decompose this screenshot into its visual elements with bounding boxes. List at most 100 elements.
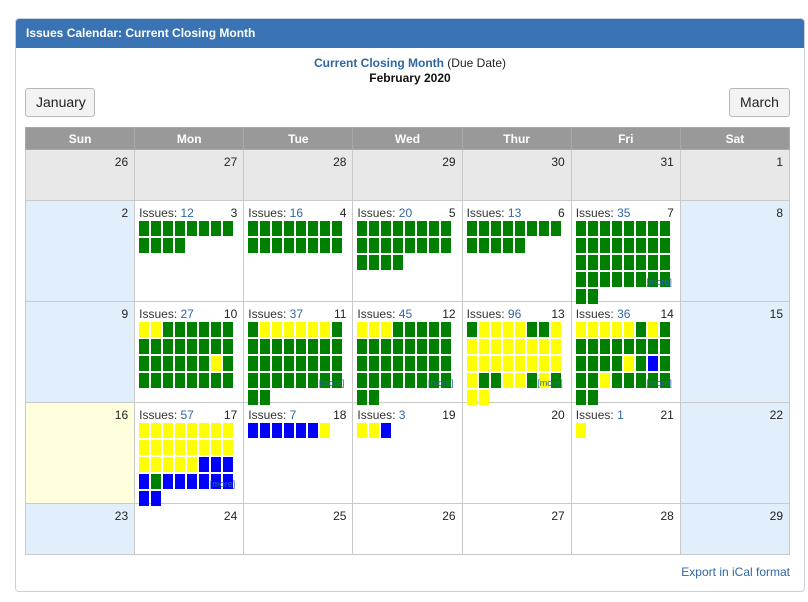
issue-block[interactable] [357, 339, 368, 354]
issue-block[interactable] [526, 356, 537, 371]
issue-block[interactable] [296, 339, 307, 354]
calendar-day-cell[interactable]: 8 [679, 200, 791, 302]
issues-count-link[interactable]: 37 [289, 307, 303, 321]
issue-block[interactable] [139, 339, 150, 354]
calendar-day-cell[interactable]: 1 [679, 149, 791, 201]
issue-block[interactable] [587, 255, 598, 270]
next-month-button[interactable]: March [729, 88, 790, 117]
issue-block[interactable] [538, 221, 549, 236]
issue-block[interactable] [381, 423, 392, 438]
issue-block[interactable] [223, 221, 234, 236]
issue-block[interactable] [623, 255, 634, 270]
issue-block[interactable] [163, 322, 174, 337]
calendar-day-cell[interactable]: 30 [461, 149, 572, 201]
issue-block[interactable] [647, 238, 658, 253]
issue-block[interactable] [659, 255, 670, 270]
issues-count-link[interactable]: 7 [289, 408, 297, 422]
issue-block[interactable] [357, 390, 368, 405]
calendar-day-cell[interactable]: 22 [679, 402, 791, 504]
issue-block[interactable] [163, 474, 174, 489]
issue-block[interactable] [611, 221, 622, 236]
issue-block[interactable] [405, 356, 416, 371]
issue-block[interactable] [357, 221, 368, 236]
calendar-day-cell[interactable]: 9 [24, 301, 136, 403]
issue-block[interactable] [429, 339, 440, 354]
calendar-day-cell[interactable]: 27 [134, 149, 245, 201]
issue-block[interactable] [587, 221, 598, 236]
issue-block[interactable] [187, 474, 198, 489]
issue-block[interactable] [611, 238, 622, 253]
issue-block[interactable] [514, 356, 525, 371]
issue-block[interactable] [647, 322, 658, 337]
issue-block[interactable] [320, 356, 331, 371]
issue-block[interactable] [635, 339, 646, 354]
issue-block[interactable] [284, 322, 295, 337]
issue-block[interactable] [320, 238, 331, 253]
issue-block[interactable] [284, 356, 295, 371]
issue-block[interactable] [538, 339, 549, 354]
issue-block[interactable] [429, 238, 440, 253]
issue-block[interactable] [490, 322, 501, 337]
issue-block[interactable] [369, 356, 380, 371]
issue-block[interactable] [659, 339, 670, 354]
issue-block[interactable] [187, 457, 198, 472]
issue-block[interactable] [405, 339, 416, 354]
issue-block[interactable] [502, 322, 513, 337]
issue-block[interactable] [163, 238, 174, 253]
issue-block[interactable] [587, 339, 598, 354]
issue-block[interactable] [599, 322, 610, 337]
issue-block[interactable] [599, 356, 610, 371]
issue-block[interactable] [248, 339, 259, 354]
issue-block[interactable] [284, 238, 295, 253]
issue-block[interactable] [611, 356, 622, 371]
issues-count-link[interactable]: 35 [617, 206, 631, 220]
issue-block[interactable] [139, 423, 150, 438]
issue-block[interactable] [332, 221, 343, 236]
issue-block[interactable] [502, 238, 513, 253]
issue-block[interactable] [151, 221, 162, 236]
issue-block[interactable] [599, 238, 610, 253]
issue-block[interactable] [296, 221, 307, 236]
issue-block[interactable] [211, 356, 222, 371]
issue-block[interactable] [369, 238, 380, 253]
issue-block[interactable] [248, 221, 259, 236]
calendar-day-cell[interactable]: 26 [352, 503, 463, 555]
issue-block[interactable] [526, 339, 537, 354]
issue-block[interactable] [139, 491, 150, 506]
calendar-day-cell[interactable]: 4 Issues: 16 [243, 200, 354, 302]
issue-block[interactable] [151, 356, 162, 371]
previous-month-button[interactable]: January [25, 88, 95, 117]
issue-block[interactable] [199, 423, 210, 438]
issue-block[interactable] [357, 356, 368, 371]
issue-block[interactable] [332, 356, 343, 371]
issue-block[interactable] [599, 221, 610, 236]
calendar-day-cell[interactable]: 12 Issues: 45 [more] [352, 301, 463, 405]
issue-block[interactable] [223, 373, 234, 388]
issue-block[interactable] [587, 289, 598, 304]
issue-block[interactable] [211, 423, 222, 438]
issue-block[interactable] [211, 474, 222, 489]
more-link[interactable]: [more] [428, 378, 454, 388]
issue-block[interactable] [587, 390, 598, 405]
issue-block[interactable] [272, 373, 283, 388]
issue-block[interactable] [587, 373, 598, 388]
issue-block[interactable] [151, 339, 162, 354]
issue-block[interactable] [223, 423, 234, 438]
issue-block[interactable] [369, 390, 380, 405]
issue-block[interactable] [429, 356, 440, 371]
calendar-day-cell[interactable]: 25 [243, 503, 354, 555]
issue-block[interactable] [272, 423, 283, 438]
issue-block[interactable] [296, 238, 307, 253]
calendar-day-cell[interactable]: 7 Issues: 35 [more] [570, 200, 681, 304]
issues-count-link[interactable]: 27 [180, 307, 194, 321]
issue-block[interactable] [284, 423, 295, 438]
issue-block[interactable] [575, 356, 586, 371]
more-link[interactable]: [more] [318, 378, 345, 388]
issue-block[interactable] [478, 356, 489, 371]
issue-block[interactable] [223, 322, 234, 337]
issue-block[interactable] [429, 373, 440, 388]
export-ical-link[interactable]: Export in iCal format [681, 565, 790, 579]
issue-block[interactable] [514, 339, 525, 354]
issue-block[interactable] [296, 373, 307, 388]
issues-count-link[interactable]: 36 [617, 307, 631, 321]
